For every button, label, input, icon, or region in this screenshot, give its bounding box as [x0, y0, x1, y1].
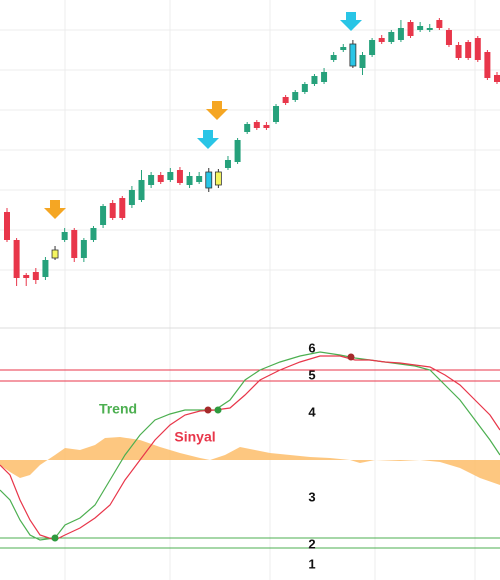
histogram-area [0, 437, 500, 485]
series-label: Sinyal [174, 429, 215, 445]
candle-body [61, 232, 68, 240]
arrow [206, 101, 228, 120]
cross-dot [51, 534, 59, 542]
candle-body [311, 76, 318, 84]
candle-body [167, 172, 174, 180]
candle-body [407, 22, 414, 36]
candle-body [330, 55, 337, 60]
candle-body [157, 175, 164, 182]
candle-body [234, 140, 241, 162]
candle-body [80, 240, 87, 258]
cross-dots [51, 353, 355, 542]
candle-body [474, 38, 481, 60]
candle-body [138, 180, 145, 200]
candle-body [13, 240, 20, 278]
candle-body [417, 26, 424, 30]
arrow [44, 200, 66, 219]
candle-body [109, 203, 116, 218]
candle-body [128, 190, 135, 205]
series-label: Trend [99, 401, 137, 417]
price-panel [4, 18, 500, 286]
level-label: 1 [308, 556, 315, 571]
candle-body [253, 122, 260, 128]
candle-body [71, 230, 78, 258]
level-label: 4 [308, 404, 316, 419]
candle-body [214, 171, 222, 186]
candle-body [494, 75, 500, 82]
candle-body [196, 176, 203, 182]
candle-body [148, 175, 155, 185]
candle-body [32, 272, 39, 280]
series-line [0, 355, 500, 541]
cross-dot [204, 406, 212, 414]
candle-body [282, 97, 289, 103]
candle-body [388, 32, 395, 42]
candle-body [426, 28, 433, 30]
candle-body [244, 124, 251, 132]
candle-body [292, 92, 299, 100]
candle-body [100, 206, 107, 225]
candle-body [436, 20, 443, 28]
candle-body [445, 30, 452, 45]
level-label: 2 [308, 536, 315, 551]
candle-body [349, 43, 357, 67]
series-line [0, 351, 500, 541]
candle-body [359, 55, 366, 68]
candle-body [23, 275, 30, 278]
candle-body [176, 170, 183, 183]
candle-body [263, 125, 270, 128]
candle-body [90, 228, 97, 240]
candle-body [378, 38, 385, 42]
level-label: 3 [308, 489, 315, 504]
candle-body [224, 160, 231, 168]
signal-arrows [44, 12, 362, 219]
candle-body [465, 42, 472, 58]
candle-body [369, 40, 376, 55]
arrow [340, 12, 362, 31]
oscillator-panel: Trend Sinyal 6 5 4 3 2 1 [0, 340, 500, 571]
candle-body [186, 176, 193, 185]
candle-body [42, 260, 49, 277]
arrow [197, 130, 219, 149]
level-label: 5 [308, 367, 315, 382]
candle-body [301, 84, 308, 92]
candle-body [455, 45, 462, 58]
candle-body [119, 198, 126, 218]
candle-body [4, 212, 10, 240]
candle-body [484, 52, 491, 78]
cross-dot [347, 353, 355, 361]
candle-body [397, 28, 404, 40]
candle-body [205, 171, 213, 189]
candle-body [51, 249, 59, 259]
cross-dot [214, 406, 222, 414]
level-label: 6 [308, 340, 315, 355]
candle-body [273, 106, 280, 122]
candle-body [340, 47, 347, 50]
candle-body [321, 72, 328, 82]
